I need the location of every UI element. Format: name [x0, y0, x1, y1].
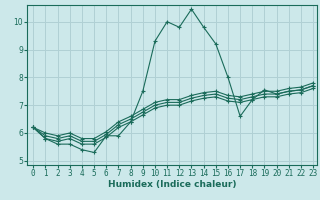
X-axis label: Humidex (Indice chaleur): Humidex (Indice chaleur)	[108, 180, 236, 189]
